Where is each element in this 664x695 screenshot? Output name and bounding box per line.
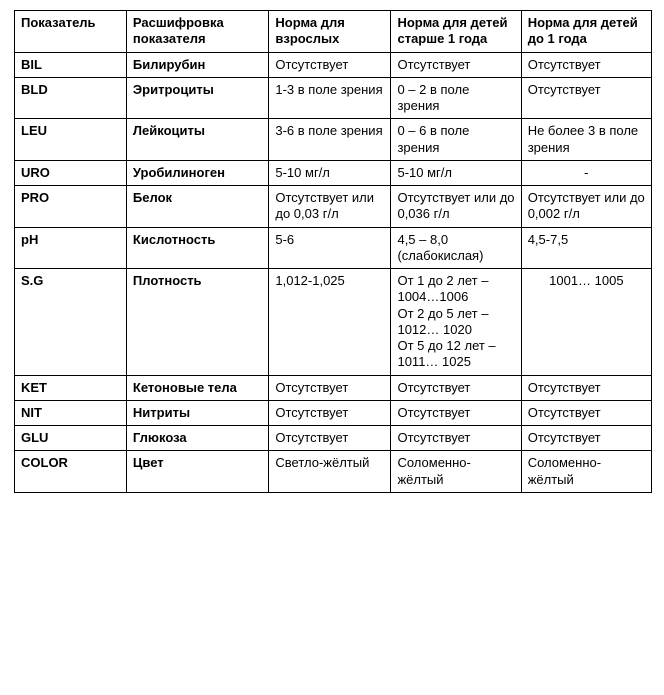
- cell-child-over1: 5-10 мг/л: [391, 160, 521, 185]
- col-header-child-under1: Норма для детей до 1 года: [521, 11, 651, 53]
- cell-child-over1: Соломенно-жёлтый: [391, 451, 521, 493]
- cell-adult: Отсутствует или до 0,03 г/л: [269, 186, 391, 228]
- cell-child-under1: Не более 3 в поле зрения: [521, 119, 651, 161]
- cell-child-under1: Отсутствует: [521, 52, 651, 77]
- cell-child-under1: Отсутствует или до 0,002 г/л: [521, 186, 651, 228]
- cell-param: PRO: [15, 186, 127, 228]
- header-row: Показатель Расшифровка показателя Норма …: [15, 11, 652, 53]
- lab-reference-table: Показатель Расшифровка показателя Норма …: [14, 10, 652, 493]
- cell-desc: Билирубин: [126, 52, 268, 77]
- table-row: UROУробилиноген5-10 мг/л 5-10 мг/л-: [15, 160, 652, 185]
- cell-child-under1: Соломенно-жёлтый: [521, 451, 651, 493]
- table-row: NITНитритыОтсутствуетОтсутствуетОтсутств…: [15, 400, 652, 425]
- table-header: Показатель Расшифровка показателя Норма …: [15, 11, 652, 53]
- cell-param: NIT: [15, 400, 127, 425]
- cell-adult: Отсутствует: [269, 52, 391, 77]
- col-header-child-over1: Норма для детей старше 1 года: [391, 11, 521, 53]
- table-row: BILБилирубинОтсутствуетОтсутствуетОтсутс…: [15, 52, 652, 77]
- cell-desc: Лейкоциты: [126, 119, 268, 161]
- cell-adult: 1,012-1,025: [269, 269, 391, 376]
- cell-child-over1: Отсутствует: [391, 400, 521, 425]
- table-row: PROБелокОтсутствует или до 0,03 г/лОтсут…: [15, 186, 652, 228]
- cell-param: GLU: [15, 426, 127, 451]
- cell-child-under1: Отсутствует: [521, 426, 651, 451]
- cell-param: BLD: [15, 77, 127, 119]
- cell-param: KET: [15, 375, 127, 400]
- cell-child-over1: 0 – 6 в поле зрения: [391, 119, 521, 161]
- cell-adult: Отсутствует: [269, 400, 391, 425]
- col-header-param: Показатель: [15, 11, 127, 53]
- cell-child-under1: Отсутствует: [521, 77, 651, 119]
- cell-adult: 3-6 в поле зрения: [269, 119, 391, 161]
- cell-adult: Светло-жёлтый: [269, 451, 391, 493]
- cell-desc: Белок: [126, 186, 268, 228]
- cell-desc: Эритроциты: [126, 77, 268, 119]
- table-row: BLDЭритроциты1-3 в поле зрения0 – 2 в по…: [15, 77, 652, 119]
- cell-adult: Отсутствует: [269, 375, 391, 400]
- cell-param: S.G: [15, 269, 127, 376]
- table-row: pHКислотность5-64,5 – 8,0 (слабокислая)4…: [15, 227, 652, 269]
- cell-adult: Отсутствует: [269, 426, 391, 451]
- cell-desc: Уробилиноген: [126, 160, 268, 185]
- table-row: KETКетоновые телаОтсутствуетОтсутствуетО…: [15, 375, 652, 400]
- cell-param: COLOR: [15, 451, 127, 493]
- cell-child-under1: 4,5-7,5: [521, 227, 651, 269]
- cell-child-over1: Отсутствует: [391, 52, 521, 77]
- table-row: GLUГлюкозаОтсутствуетОтсутствуетОтсутств…: [15, 426, 652, 451]
- cell-adult: 5-10 мг/л: [269, 160, 391, 185]
- cell-child-under1: 1001… 1005: [521, 269, 651, 376]
- cell-adult: 5-6: [269, 227, 391, 269]
- cell-desc: Глюкоза: [126, 426, 268, 451]
- cell-param: pH: [15, 227, 127, 269]
- cell-child-over1: От 1 до 2 лет – 1004…1006От 2 до 5 лет –…: [391, 269, 521, 376]
- cell-desc: Кетоновые тела: [126, 375, 268, 400]
- col-header-desc: Расшифровка показателя: [126, 11, 268, 53]
- cell-desc: Нитриты: [126, 400, 268, 425]
- col-header-adult: Норма для взрослых: [269, 11, 391, 53]
- cell-child-over1: Отсутствует или до 0,036 г/л: [391, 186, 521, 228]
- table-row: S.GПлотность1,012-1,025От 1 до 2 лет – 1…: [15, 269, 652, 376]
- table-row: LEUЛейкоциты3-6 в поле зрения0 – 6 в пол…: [15, 119, 652, 161]
- cell-child-under1: Отсутствует: [521, 400, 651, 425]
- cell-adult: 1-3 в поле зрения: [269, 77, 391, 119]
- cell-param: URO: [15, 160, 127, 185]
- cell-param: LEU: [15, 119, 127, 161]
- cell-desc: Кислотность: [126, 227, 268, 269]
- cell-desc: Плотность: [126, 269, 268, 376]
- table-row: COLORЦветСветло-жёлтыйСоломенно-жёлтыйСо…: [15, 451, 652, 493]
- cell-child-over1: 4,5 – 8,0 (слабокислая): [391, 227, 521, 269]
- table-body: BILБилирубинОтсутствуетОтсутствуетОтсутс…: [15, 52, 652, 492]
- cell-desc: Цвет: [126, 451, 268, 493]
- cell-child-under1: -: [521, 160, 651, 185]
- cell-child-over1: Отсутствует: [391, 375, 521, 400]
- cell-param: BIL: [15, 52, 127, 77]
- cell-child-under1: Отсутствует: [521, 375, 651, 400]
- cell-child-over1: 0 – 2 в поле зрения: [391, 77, 521, 119]
- cell-child-over1: Отсутствует: [391, 426, 521, 451]
- page: Показатель Расшифровка показателя Норма …: [0, 0, 664, 505]
